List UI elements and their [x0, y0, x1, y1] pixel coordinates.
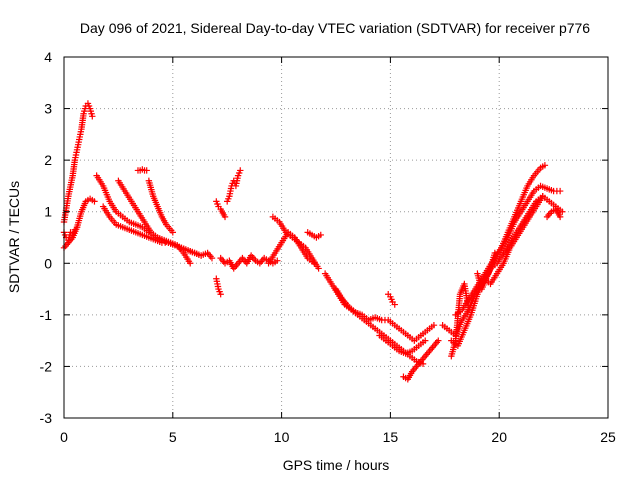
chart-title: Day 096 of 2021, Sidereal Day-to-day VTE… — [80, 20, 590, 36]
axes: 0 5 10 15 20 25 -3 -2 -1 0 1 2 3 4 — [40, 49, 616, 445]
grid — [64, 57, 608, 418]
data-point-marker — [391, 301, 398, 308]
data-point-marker — [556, 187, 564, 195]
x-tick-label: 25 — [600, 429, 616, 445]
data-point-marker — [556, 213, 564, 221]
data-point-marker — [559, 208, 566, 215]
x-tick-label: 20 — [491, 429, 507, 445]
data-point-marker — [311, 260, 318, 267]
data-point-marker — [465, 306, 472, 313]
data-point-marker — [221, 213, 229, 221]
x-tick-label: 5 — [169, 429, 177, 445]
data-point-marker — [315, 265, 322, 272]
plot-frame — [63, 56, 609, 419]
data-point-marker — [430, 321, 438, 329]
y-tick-label: 0 — [44, 255, 52, 271]
data-point-marker — [217, 291, 224, 298]
data-point-marker — [491, 249, 499, 257]
data-point-marker — [317, 231, 324, 239]
x-tick-label: 10 — [274, 429, 290, 445]
data-point-marker — [143, 167, 150, 174]
data-point-marker — [435, 337, 442, 344]
y-tick-label: -1 — [40, 307, 53, 323]
y-axis-label: SDTVAR / TECUs — [6, 181, 22, 293]
y-tick-label: -3 — [40, 410, 53, 426]
data-point-marker — [91, 198, 98, 205]
data-point-marker — [541, 162, 549, 169]
data-point-marker — [197, 252, 205, 259]
data-point-marker — [208, 254, 216, 262]
y-tick-label: 2 — [44, 152, 52, 168]
data-point-marker — [422, 337, 429, 344]
data-point-marker — [89, 113, 96, 120]
data-point-marker — [169, 229, 176, 236]
x-axis-label: GPS time / hours — [283, 457, 390, 473]
y-tick-label: -2 — [40, 358, 53, 374]
data-point-marker — [187, 260, 194, 267]
y-tick-label: 3 — [44, 101, 52, 117]
data-point-marker — [73, 223, 81, 231]
x-tick-label: 0 — [60, 429, 68, 445]
y-tick-label: 4 — [44, 49, 52, 65]
data-point-marker — [274, 257, 281, 264]
y-tick-label: 1 — [44, 204, 52, 220]
data-point-marker — [237, 167, 244, 174]
data-points — [60, 100, 566, 383]
x-tick-label: 15 — [383, 429, 399, 445]
